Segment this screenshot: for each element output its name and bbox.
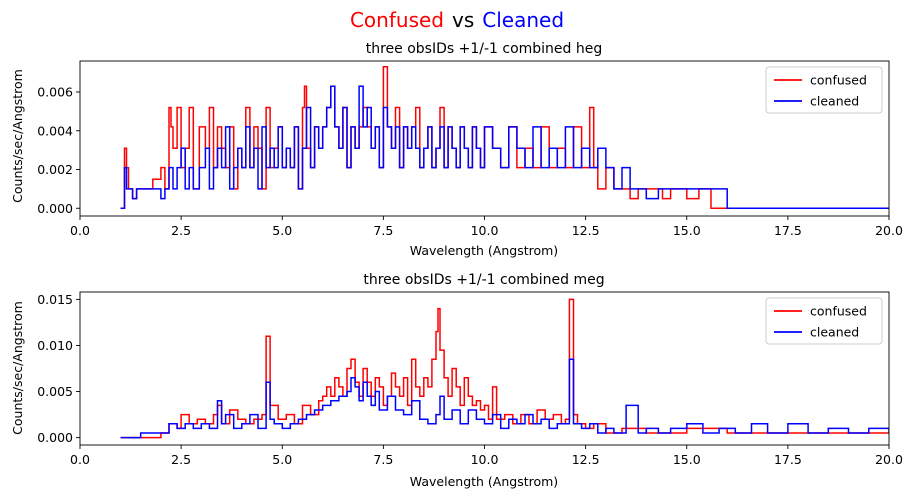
plot-area: 0.0 2.5 5.0 7.5 10.0 12.5 15.0 17.5 20.0 0.000 0.0… bbox=[37, 60, 903, 238]
chart-meg: three obsIDs +1/-1 combined meg 0.0 2.5 5.… bbox=[10, 272, 903, 489]
y-tick-label: 0.015 bbox=[37, 292, 73, 307]
x-tick-label: 7.5 bbox=[373, 452, 393, 467]
suptitle: Confused vs Cleaned bbox=[350, 8, 564, 32]
x-tick-label: 7.5 bbox=[373, 223, 393, 238]
y-tick-label: 0.010 bbox=[37, 338, 73, 353]
x-tick-label: 15.0 bbox=[673, 452, 701, 467]
legend-entry: confused bbox=[810, 304, 867, 319]
y-tick-label: 0.006 bbox=[37, 85, 73, 100]
x-axis-label: Wavelength (Angstrom) bbox=[410, 243, 558, 258]
x-tick-label: 20.0 bbox=[875, 452, 903, 467]
suptitle-confused: Confused bbox=[350, 8, 444, 32]
x-tick-label: 0.0 bbox=[70, 452, 90, 467]
x-axis-label: Wavelength (Angstrom) bbox=[410, 474, 558, 489]
series-line-cleaned bbox=[120, 85, 889, 210]
legend: confused cleaned bbox=[765, 66, 883, 114]
legend-entry: confused bbox=[810, 73, 867, 88]
y-tick-label: 0.004 bbox=[37, 123, 73, 138]
legend-entry: cleaned bbox=[810, 94, 859, 109]
x-tick-label: 17.5 bbox=[774, 223, 802, 238]
plot-area: 0.0 2.5 5.0 7.5 10.0 12.5 15.0 17.5 20.0 0.000 0.0… bbox=[37, 291, 903, 467]
x-tick-label: 12.5 bbox=[572, 452, 600, 467]
x-tick-label: 15.0 bbox=[673, 223, 701, 238]
y-axis-label: Counts/sec/Angstrom bbox=[10, 69, 25, 203]
y-tick-label: 0.000 bbox=[37, 201, 73, 216]
x-tick-label: 2.5 bbox=[171, 223, 191, 238]
series-line-cleaned bbox=[120, 358, 889, 439]
x-tick-label: 5.0 bbox=[272, 452, 292, 467]
x-tick-label: 12.5 bbox=[572, 223, 600, 238]
x-tick-label: 20.0 bbox=[875, 223, 903, 238]
y-tick-label: 0.000 bbox=[37, 430, 73, 445]
suptitle-vs: vs bbox=[452, 8, 474, 32]
series-group bbox=[120, 66, 889, 210]
legend-entry: cleaned bbox=[810, 325, 859, 340]
x-tick-label: 0.0 bbox=[70, 223, 90, 238]
chart-heg: three obsIDs +1/-1 combined heg 0.0 2.5 5.… bbox=[10, 41, 903, 258]
x-tick-label: 5.0 bbox=[272, 223, 292, 238]
y-axis-label: Counts/sec/Angstrom bbox=[10, 301, 25, 435]
x-tick-label: 10.0 bbox=[471, 452, 499, 467]
y-tick-label: 0.002 bbox=[37, 162, 73, 177]
x-tick-label: 10.0 bbox=[471, 223, 499, 238]
x-tick-label: 2.5 bbox=[171, 452, 191, 467]
series-group bbox=[120, 298, 889, 439]
legend: confused cleaned bbox=[765, 297, 883, 345]
chart-title: three obsIDs +1/-1 combined meg bbox=[363, 272, 604, 288]
x-tick-label: 17.5 bbox=[774, 452, 802, 467]
suptitle-cleaned: Cleaned bbox=[482, 8, 564, 32]
chart-title: three obsIDs +1/-1 combined heg bbox=[366, 41, 603, 57]
y-tick-label: 0.005 bbox=[37, 384, 73, 399]
